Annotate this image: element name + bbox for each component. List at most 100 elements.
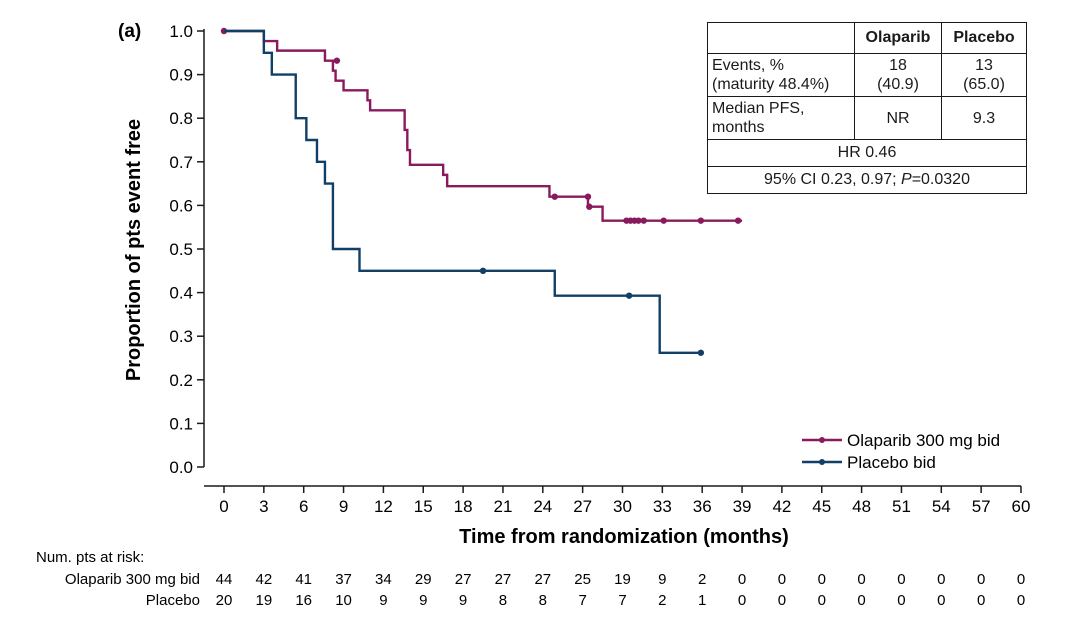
stats-events-label-line2: (maturity 48.4%) bbox=[712, 76, 830, 93]
x-tick-label: 0 bbox=[219, 497, 228, 516]
x-tick-label: 42 bbox=[772, 497, 791, 516]
survival-curves bbox=[220, 27, 743, 356]
stats-ci-p: P bbox=[901, 171, 912, 188]
stats-ci-suffix: =0.0320 bbox=[911, 171, 970, 188]
stats-pfs-placebo: 9.3 bbox=[941, 96, 1027, 140]
x-tick-label: 12 bbox=[374, 497, 393, 516]
censor-mark-0 bbox=[697, 217, 705, 224]
y-tick-label: 0.6 bbox=[169, 196, 193, 215]
risk-value: 9 bbox=[658, 571, 666, 588]
risk-value: 41 bbox=[295, 571, 312, 588]
x-tick-label: 48 bbox=[852, 497, 871, 516]
legend-olaparib-label: Olaparib 300 mg bid bbox=[847, 431, 1000, 450]
risk-value: 8 bbox=[539, 592, 547, 609]
stats-ci-prefix: 95% CI 0.23, 0.97; bbox=[764, 171, 902, 188]
risk-value: 0 bbox=[897, 592, 905, 609]
stats-ci: 95% CI 0.23, 0.97; P=0.0320 bbox=[707, 166, 1027, 194]
x-tick-label: 36 bbox=[693, 497, 712, 516]
stats-events-olaparib-pct: (40.9) bbox=[877, 76, 919, 93]
stats-pfs-label-line2: months bbox=[712, 119, 765, 136]
censor-mark-0 bbox=[586, 203, 593, 210]
risk-value: 27 bbox=[495, 571, 512, 588]
y-axis-label: Proportion of pts event free bbox=[123, 119, 145, 381]
risk-value: 37 bbox=[335, 571, 352, 588]
axes: 0.00.10.20.30.40.50.60.70.80.91.00 3 6 9 12 1… bbox=[169, 22, 1030, 516]
stats-events-olaparib: 18 (40.9) bbox=[854, 53, 942, 97]
risk-value: 0 bbox=[818, 571, 826, 588]
legend: Olaparib 300 mg bid Placebo bid bbox=[802, 431, 1000, 472]
stats-events-olaparib-n: 18 bbox=[889, 57, 907, 74]
risk-value: 10 bbox=[335, 592, 352, 609]
x-tick-label: 24 bbox=[533, 497, 552, 516]
censor-mark-0 bbox=[584, 193, 592, 200]
risk-table: Num. pts at risk: Olaparib 300 mg bid Pl… bbox=[36, 549, 1025, 609]
y-tick-label: 0.4 bbox=[169, 284, 193, 303]
x-tick-label: 39 bbox=[733, 497, 752, 516]
risk-value: 0 bbox=[977, 592, 985, 609]
risk-value: 0 bbox=[818, 592, 826, 609]
risk-value: 2 bbox=[698, 571, 706, 588]
x-tick-label: 9 bbox=[339, 497, 348, 516]
legend-olaparib-marker bbox=[819, 437, 825, 443]
risk-value: 9 bbox=[419, 592, 427, 609]
risk-value: 42 bbox=[256, 571, 273, 588]
censor-mark-0 bbox=[551, 193, 558, 200]
stats-pfs-olaparib: NR bbox=[854, 96, 942, 140]
censor-mark-0 bbox=[333, 57, 341, 64]
stats-events-placebo-pct: (65.0) bbox=[963, 76, 1005, 93]
x-tick-label: 57 bbox=[972, 497, 991, 516]
risk-value: 1 bbox=[698, 592, 706, 609]
y-tick-label: 0.1 bbox=[169, 414, 193, 433]
stats-header-olaparib: Olaparib bbox=[854, 22, 942, 54]
x-tick-label: 54 bbox=[932, 497, 951, 516]
risk-value: 0 bbox=[778, 592, 786, 609]
stats-table: Olaparib Placebo Events, % (maturity 48.… bbox=[707, 22, 1027, 194]
risk-value: 0 bbox=[778, 571, 786, 588]
risk-value: 0 bbox=[937, 571, 945, 588]
legend-placebo-label: Placebo bid bbox=[847, 453, 936, 472]
risk-value: 7 bbox=[618, 592, 626, 609]
censor-mark-0 bbox=[640, 217, 647, 224]
x-tick-label: 30 bbox=[613, 497, 632, 516]
censor-mark-0 bbox=[660, 217, 667, 224]
y-tick-label: 0.0 bbox=[169, 458, 193, 477]
risk-value: 0 bbox=[738, 592, 746, 609]
risk-value: 19 bbox=[614, 571, 631, 588]
x-tick-label: 3 bbox=[259, 497, 268, 516]
panel-label: (a) bbox=[118, 21, 141, 42]
y-tick-label: 0.7 bbox=[169, 153, 193, 172]
stats-events-placebo: 13 (65.0) bbox=[941, 53, 1027, 97]
x-tick-label: 33 bbox=[653, 497, 672, 516]
x-tick-label: 27 bbox=[573, 497, 592, 516]
risk-value: 0 bbox=[738, 571, 746, 588]
risk-value: 27 bbox=[455, 571, 472, 588]
risk-value: 7 bbox=[578, 592, 586, 609]
risk-value: 0 bbox=[1017, 592, 1025, 609]
risk-value: 44 bbox=[216, 571, 233, 588]
stats-header-placebo: Placebo bbox=[941, 22, 1027, 54]
stats-pfs-label-line1: Median PFS, bbox=[712, 100, 805, 117]
x-tick-label: 45 bbox=[812, 497, 831, 516]
risk-row-label-placebo: Placebo bbox=[146, 592, 200, 609]
risk-value: 9 bbox=[379, 592, 387, 609]
x-tick-label: 18 bbox=[454, 497, 473, 516]
risk-title: Num. pts at risk: bbox=[36, 549, 144, 566]
risk-value: 0 bbox=[937, 592, 945, 609]
y-tick-label: 0.5 bbox=[169, 240, 193, 259]
risk-value: 0 bbox=[857, 592, 865, 609]
risk-value: 2 bbox=[658, 592, 666, 609]
x-tick-label: 51 bbox=[892, 497, 911, 516]
y-tick-label: 0.8 bbox=[169, 109, 193, 128]
stats-hr: HR 0.46 bbox=[707, 139, 1027, 167]
risk-row-label-olaparib: Olaparib 300 mg bid bbox=[65, 571, 200, 588]
censor-mark-0 bbox=[734, 217, 742, 224]
y-tick-label: 0.3 bbox=[169, 327, 193, 346]
risk-value: 8 bbox=[499, 592, 507, 609]
risk-value: 0 bbox=[857, 571, 865, 588]
censor-mark-1 bbox=[697, 349, 705, 356]
risk-value: 27 bbox=[534, 571, 551, 588]
x-tick-label: 60 bbox=[1012, 497, 1031, 516]
risk-value: 34 bbox=[375, 571, 392, 588]
x-tick-label: 15 bbox=[414, 497, 433, 516]
x-tick-label: 21 bbox=[493, 497, 512, 516]
